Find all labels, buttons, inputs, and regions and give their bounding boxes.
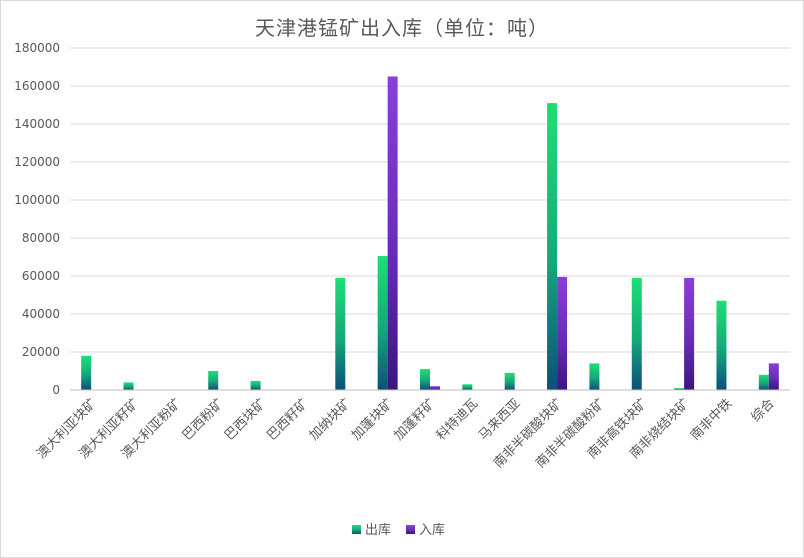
x-category-label: 加蓬籽矿 [391, 396, 438, 443]
y-tick-label: 180000 [14, 41, 60, 55]
bar-out [547, 103, 558, 390]
legend-swatch-out [352, 525, 361, 534]
legend-label-in: 入库 [419, 522, 445, 538]
x-category-label: 科特迪瓦 [434, 396, 481, 443]
bar-in [768, 363, 779, 390]
y-tick-label: 120000 [14, 155, 60, 169]
y-tick-label: 60000 [22, 269, 60, 283]
y-tick-label: 0 [52, 383, 60, 397]
bar-in [684, 277, 695, 390]
legend-label-out: 出库 [365, 522, 391, 538]
bar-out [123, 382, 134, 390]
x-category-label: 巴西块矿 [222, 396, 269, 443]
chart-title: 天津港锰矿出入库（单位：吨） [255, 16, 549, 40]
bar-out [250, 380, 261, 390]
bar-out [758, 374, 769, 390]
bar-in [557, 276, 568, 390]
x-category-label: 综合 [749, 396, 778, 425]
bar-out [504, 372, 515, 390]
bar-in [387, 76, 398, 390]
x-category-label: 加蓬块矿 [349, 396, 396, 443]
bar-out [420, 369, 430, 390]
y-tick-label: 100000 [14, 193, 60, 207]
y-tick-label: 20000 [22, 345, 60, 359]
y-tick-label: 160000 [14, 79, 60, 93]
y-tick-label: 40000 [22, 307, 60, 321]
x-category-label: 巴西籽矿 [264, 396, 311, 443]
bar-in [430, 386, 440, 390]
x-category-label: 加纳块矿 [307, 396, 354, 443]
y-tick-label: 80000 [22, 231, 60, 245]
bar-out [462, 384, 473, 390]
legend-swatch-in [406, 525, 415, 534]
x-category-label: 巴西粉矿 [180, 396, 227, 443]
y-tick-label: 140000 [14, 117, 60, 131]
bar-out [716, 300, 727, 390]
bar-out [377, 256, 388, 390]
bar-out [674, 388, 685, 390]
bar-out [589, 363, 600, 390]
bar-out [631, 277, 642, 390]
bar-out [335, 277, 346, 390]
x-category-label: 南非中铁 [687, 396, 735, 444]
bar-out [81, 355, 92, 390]
bar-out [208, 371, 219, 390]
